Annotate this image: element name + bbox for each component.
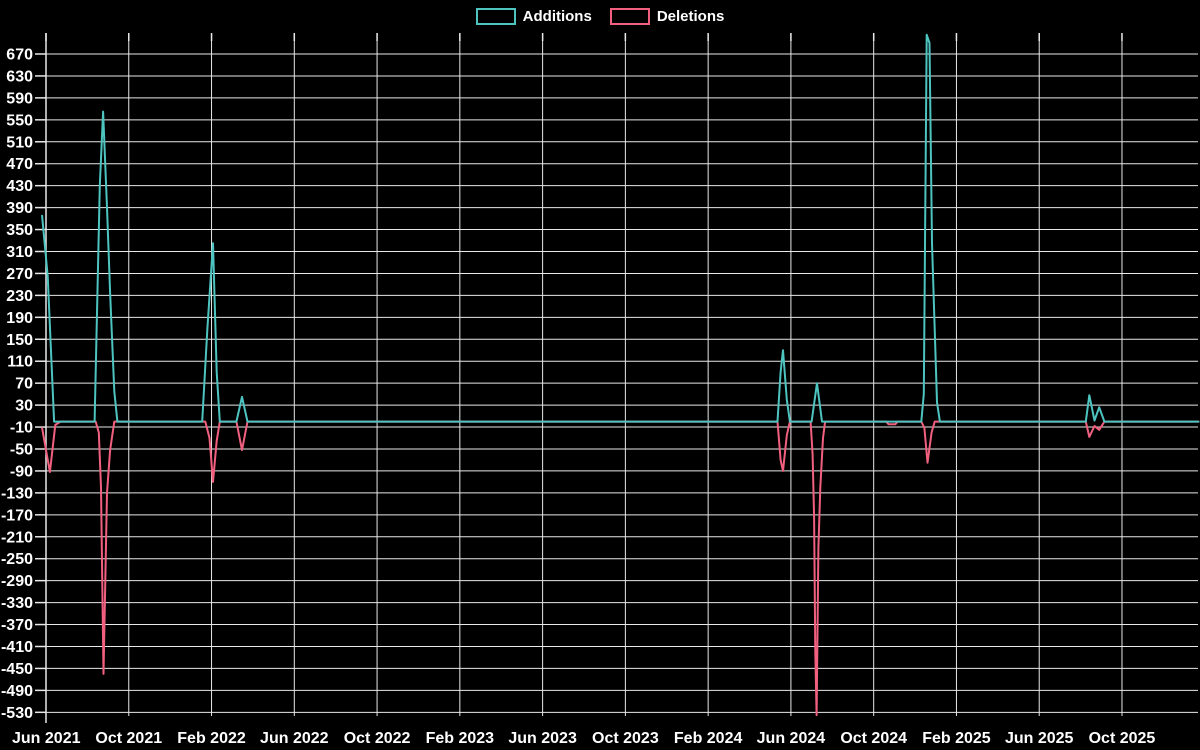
legend-label-deletions: Deletions xyxy=(656,7,725,25)
x-tick-label: Feb 2023 xyxy=(426,730,495,747)
y-tick-label: -10 xyxy=(10,420,33,437)
x-tick-label: Feb 2024 xyxy=(674,730,743,747)
x-tick-label: Jun 2024 xyxy=(757,730,826,747)
y-tick-label: -130 xyxy=(1,485,33,502)
legend-item-additions[interactable]: Additions xyxy=(475,7,592,25)
y-tick-label: -410 xyxy=(1,639,33,656)
additions-swatch-icon xyxy=(475,8,516,25)
deletions-line xyxy=(41,420,1200,717)
y-tick-label: 310 xyxy=(6,244,33,261)
y-tick-label: -50 xyxy=(10,441,33,458)
y-tick-label: 270 xyxy=(6,266,33,283)
x-tick-label: Oct 2021 xyxy=(95,730,162,747)
y-tick-label: 670 xyxy=(6,47,33,64)
y-tick-label: -290 xyxy=(1,573,33,590)
x-tick-label: Feb 2025 xyxy=(922,730,991,747)
y-tick-label: -450 xyxy=(1,661,33,678)
y-tick-label: 230 xyxy=(6,288,33,305)
y-tick-label: -210 xyxy=(1,529,33,546)
y-tick-label: 190 xyxy=(6,310,33,327)
y-tick-label: 510 xyxy=(6,134,33,151)
y-tick-label: 110 xyxy=(7,354,33,371)
deletions-swatch-icon xyxy=(609,8,650,25)
x-tick-label: Oct 2022 xyxy=(344,730,411,747)
chart-legend: Additions Deletions xyxy=(0,8,1200,25)
y-tick-label: 550 xyxy=(6,112,33,129)
y-tick-label: -490 xyxy=(1,683,33,700)
x-tick-label: Oct 2025 xyxy=(1089,730,1156,747)
x-tick-label: Jun 2022 xyxy=(260,730,329,747)
y-tick-label: -90 xyxy=(10,463,33,480)
y-tick-label: -370 xyxy=(1,617,33,634)
legend-label-additions: Additions xyxy=(522,7,592,25)
y-tick-label: 30 xyxy=(15,398,33,415)
y-tick-label: 630 xyxy=(6,68,33,85)
x-tick-label: Feb 2022 xyxy=(177,730,246,747)
y-tick-label: 430 xyxy=(6,178,33,195)
legend-item-deletions[interactable]: Deletions xyxy=(609,7,725,25)
y-tick-label: 70 xyxy=(15,376,33,393)
x-tick-label: Oct 2023 xyxy=(592,730,659,747)
y-tick-label: -170 xyxy=(1,507,33,524)
y-tick-label: -530 xyxy=(1,705,33,722)
x-tick-label: Jun 2025 xyxy=(1005,730,1074,747)
y-tick-label: 150 xyxy=(6,332,33,349)
x-tick-label: Jun 2023 xyxy=(508,730,577,747)
x-tick-label: Jun 2021 xyxy=(12,730,81,747)
y-tick-label: 350 xyxy=(6,222,33,239)
y-tick-label: -250 xyxy=(1,551,33,568)
y-tick-label: 390 xyxy=(6,200,33,217)
x-tick-label: Oct 2024 xyxy=(840,730,907,747)
additions-line xyxy=(41,33,1200,423)
y-tick-label: -330 xyxy=(1,595,33,612)
y-tick-label: 470 xyxy=(6,156,33,173)
y-tick-label: 590 xyxy=(6,90,33,107)
